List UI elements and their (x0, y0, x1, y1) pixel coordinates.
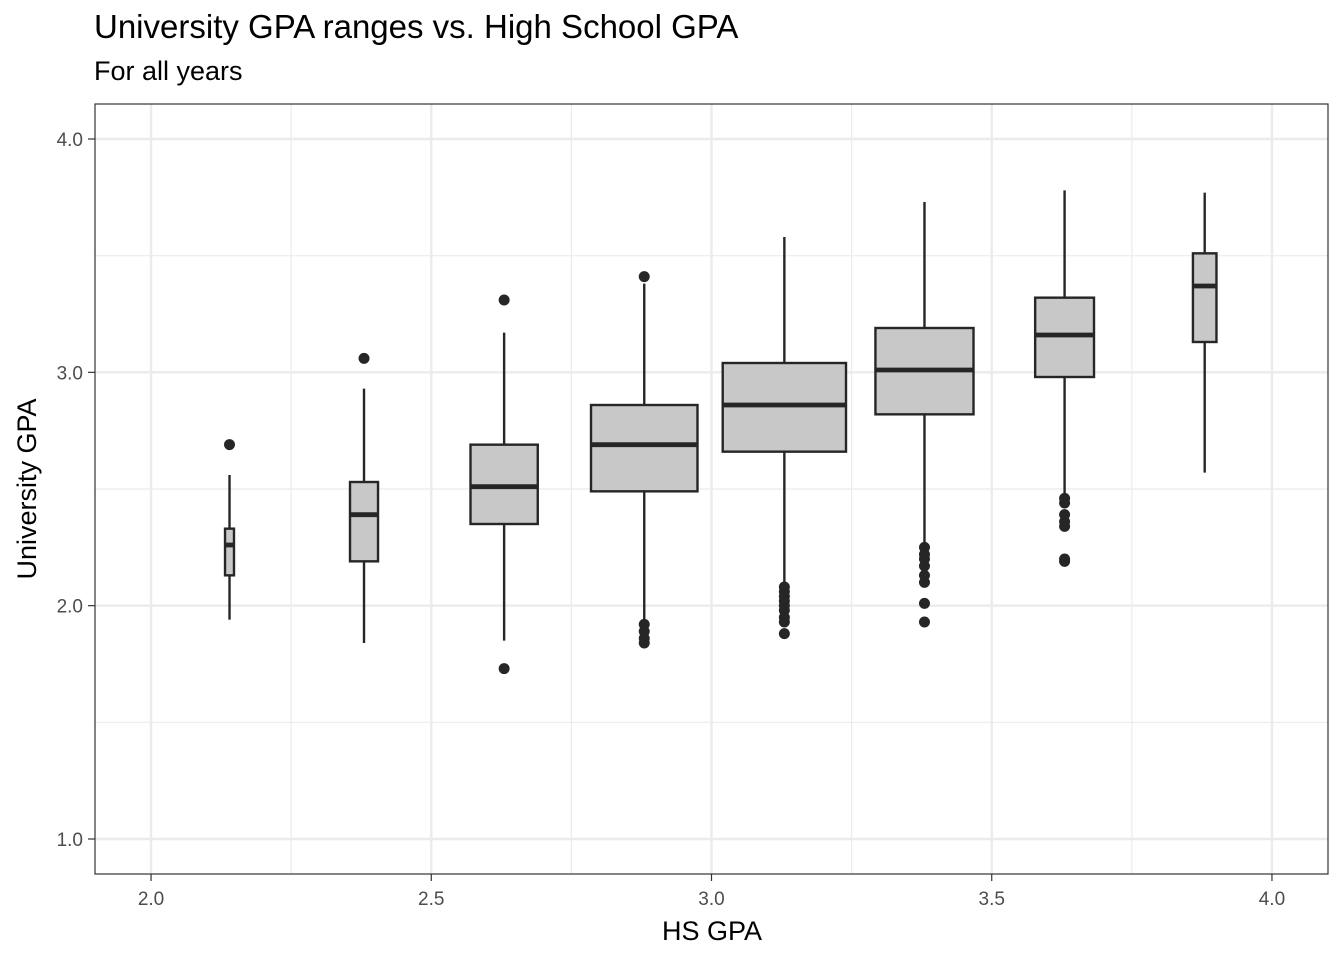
x-tick-label: 3.5 (979, 889, 1005, 910)
box-iqr (589, 403, 699, 493)
x-tick-label: 3.0 (698, 889, 724, 910)
outlier-point (638, 637, 650, 649)
outlier-point (918, 616, 930, 628)
outlier-point (1059, 497, 1071, 509)
x-tick-label: 2.0 (138, 889, 164, 910)
outlier-point (778, 616, 790, 628)
outlier-point (498, 663, 510, 675)
y-tick-label: 1.0 (57, 830, 83, 851)
y-axis-title: University GPA (12, 398, 42, 579)
box-group (721, 237, 848, 640)
x-axis-title: HS GPA (662, 916, 762, 946)
box-group (874, 202, 975, 628)
y-tick-label: 2.0 (57, 597, 83, 618)
outlier-point (918, 560, 930, 572)
box-iqr (1191, 252, 1218, 344)
y-tick-label: 3.0 (57, 363, 83, 384)
box-group (469, 294, 539, 675)
outlier-point (358, 352, 370, 364)
chart-title: University GPA ranges vs. High School GP… (94, 8, 739, 45)
outlier-point (918, 597, 930, 609)
outlier-point (778, 628, 790, 640)
box-iqr (348, 480, 380, 563)
box-group (348, 352, 380, 643)
outlier-point (638, 271, 650, 283)
box-group (1191, 192, 1218, 473)
box-group (223, 439, 236, 620)
axes-layer: 2.0 2.5 3.0 3.5 4.0 1.0 2.0 3.0 4.0 (57, 130, 1286, 910)
x-tick-label: 2.5 (418, 889, 444, 910)
grid-lines (95, 104, 1328, 874)
outlier-point (224, 439, 236, 451)
outlier-point (918, 576, 930, 588)
box-group (589, 271, 699, 649)
x-tick-label: 4.0 (1259, 889, 1285, 910)
y-tick-label: 4.0 (57, 130, 83, 151)
box-iqr (223, 527, 236, 577)
outlier-point (1059, 555, 1071, 567)
boxes-layer (223, 190, 1218, 675)
outlier-point (498, 294, 510, 306)
chart-subtitle: For all years (94, 56, 243, 86)
box-group (1033, 190, 1096, 567)
outlier-point (1059, 520, 1071, 532)
